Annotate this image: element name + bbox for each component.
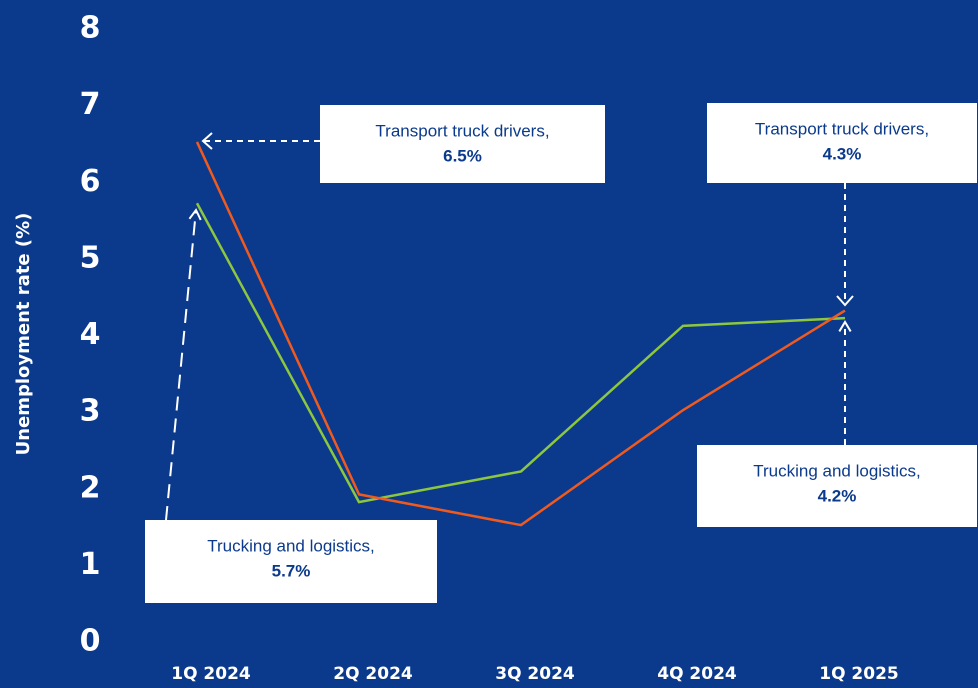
y-tick-label: 2	[80, 470, 101, 505]
y-tick-label: 6	[80, 164, 101, 199]
annotation-text: Transport truck drivers,	[755, 119, 929, 138]
x-tick-label: 1Q 2024	[171, 664, 251, 684]
x-tick-label: 3Q 2024	[495, 664, 575, 684]
data-label: 4.3%	[823, 144, 862, 163]
y-axis-label: Unemployment rate (%)	[13, 213, 34, 456]
annotation-box	[145, 520, 437, 603]
annotation-arrow	[165, 209, 197, 521]
x-tick-label: 4Q 2024	[657, 664, 737, 684]
y-tick-label: 4	[80, 317, 101, 352]
annotation-box	[320, 105, 605, 183]
annotation-box	[707, 103, 977, 183]
annotation-text: Trucking and logistics,	[753, 461, 921, 480]
line-series	[195, 202, 846, 504]
arrow-head	[838, 320, 852, 332]
y-tick-label: 3	[80, 394, 101, 429]
y-tick-label: 8	[80, 11, 101, 46]
data-label: 6.5%	[443, 146, 482, 165]
annotation-text: Transport truck drivers,	[375, 121, 549, 140]
arrow-head	[188, 208, 202, 221]
data-label: 5.7%	[272, 561, 311, 580]
arrow-head	[836, 295, 854, 307]
y-tick-label: 1	[80, 547, 101, 582]
y-tick-label: 5	[80, 240, 101, 275]
x-tick-label: 1Q 2025	[819, 664, 899, 684]
y-tick-label: 0	[80, 624, 101, 659]
x-tick-label: 2Q 2024	[333, 664, 413, 684]
arrow-head	[201, 132, 213, 150]
line-series	[195, 141, 846, 527]
annotation-text: Trucking and logistics,	[207, 536, 375, 555]
annotation-box	[697, 445, 977, 527]
data-label: 4.2%	[818, 486, 857, 505]
y-tick-label: 7	[80, 87, 101, 122]
